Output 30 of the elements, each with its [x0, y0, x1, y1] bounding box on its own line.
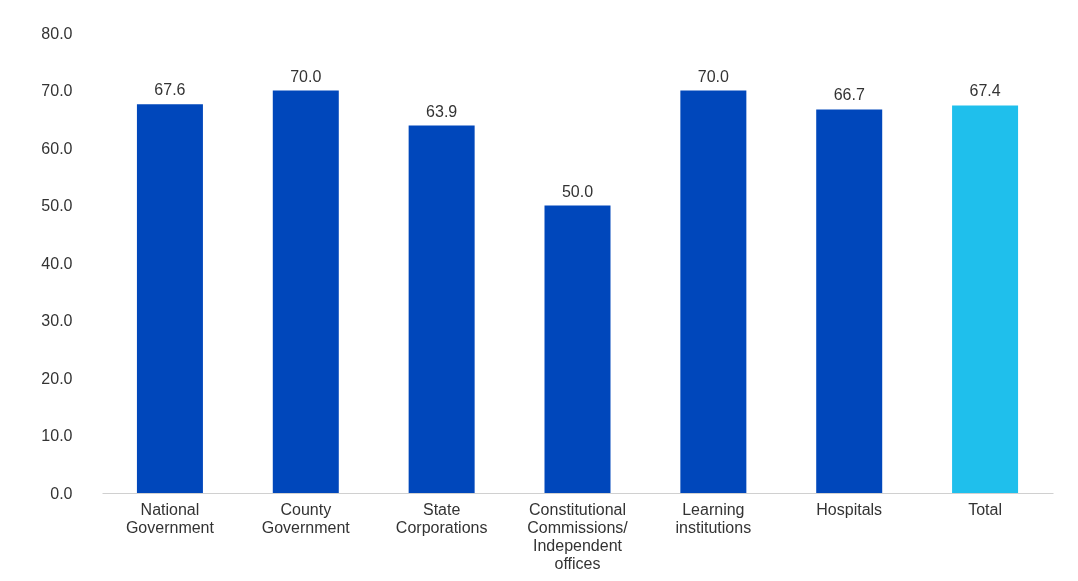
- x-tick-label: Constitutional Commissions/ Independent offices: [527, 500, 629, 572]
- x-tick-label: National Government: [125, 500, 215, 536]
- bar: [544, 205, 611, 493]
- bar: [408, 125, 475, 493]
- data-label: 70.0: [290, 67, 322, 85]
- x-tick-label: Learning institutions: [675, 500, 752, 536]
- data-label: 70.0: [697, 67, 730, 85]
- bar: [816, 109, 883, 493]
- y-tick-label: 50.0: [41, 197, 73, 214]
- y-tick-label: 0.0: [50, 484, 73, 502]
- y-tick-label: 30.0: [41, 312, 73, 329]
- y-tick-label: 80.0: [41, 24, 73, 42]
- y-tick-label: 40.0: [41, 254, 73, 272]
- data-label: 66.7: [833, 86, 865, 104]
- data-label: 67.6: [154, 81, 186, 99]
- data-label: 67.4: [969, 82, 1001, 100]
- y-tick-label: 10.0: [41, 427, 73, 444]
- y-tick-label: 70.0: [41, 82, 73, 99]
- bar: [136, 104, 203, 493]
- bar: [272, 90, 339, 493]
- y-tick-label: 20.0: [41, 369, 73, 387]
- data-label: 50.0: [561, 182, 594, 200]
- x-tick-label: County Government: [261, 500, 351, 536]
- x-tick-label: State Corporations: [395, 500, 488, 536]
- x-tick-label: Hospitals: [816, 500, 883, 518]
- bar: [680, 90, 747, 493]
- x-tick-label: Total: [968, 500, 1002, 518]
- bar: [952, 105, 1019, 493]
- y-tick-label: 60.0: [41, 139, 73, 157]
- data-label: 63.9: [426, 102, 458, 120]
